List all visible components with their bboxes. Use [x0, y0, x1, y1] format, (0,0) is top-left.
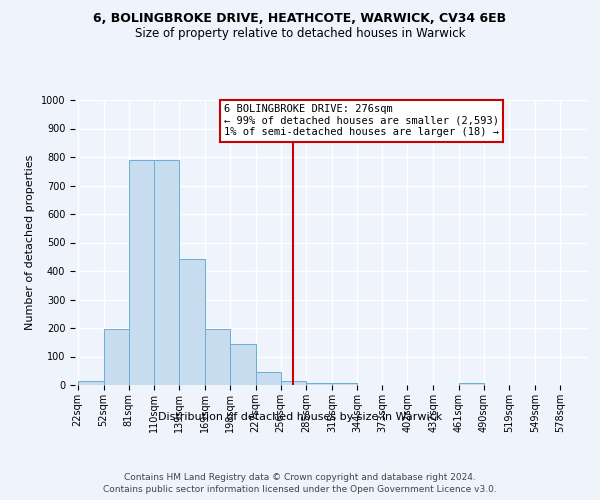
Text: Size of property relative to detached houses in Warwick: Size of property relative to detached ho… — [135, 28, 465, 40]
Text: Contains HM Land Registry data © Crown copyright and database right 2024.: Contains HM Land Registry data © Crown c… — [124, 472, 476, 482]
Bar — [458, 382, 484, 385]
Y-axis label: Number of detached properties: Number of detached properties — [25, 155, 35, 330]
Text: Distribution of detached houses by size in Warwick: Distribution of detached houses by size … — [158, 412, 442, 422]
Text: 6, BOLINGBROKE DRIVE, HEATHCOTE, WARWICK, CV34 6EB: 6, BOLINGBROKE DRIVE, HEATHCOTE, WARWICK… — [94, 12, 506, 26]
Bar — [129, 160, 154, 385]
Bar — [281, 380, 306, 385]
Bar — [256, 372, 281, 385]
Bar — [306, 382, 332, 385]
Text: Contains public sector information licensed under the Open Government Licence v3: Contains public sector information licen… — [103, 485, 497, 494]
Bar — [179, 258, 205, 385]
Text: 6 BOLINGBROKE DRIVE: 276sqm
← 99% of detached houses are smaller (2,593)
1% of s: 6 BOLINGBROKE DRIVE: 276sqm ← 99% of det… — [224, 104, 499, 138]
Bar — [332, 382, 357, 385]
Bar — [154, 160, 179, 385]
Bar — [205, 329, 230, 385]
Bar — [77, 380, 104, 385]
Bar — [230, 344, 256, 385]
Bar — [104, 329, 129, 385]
